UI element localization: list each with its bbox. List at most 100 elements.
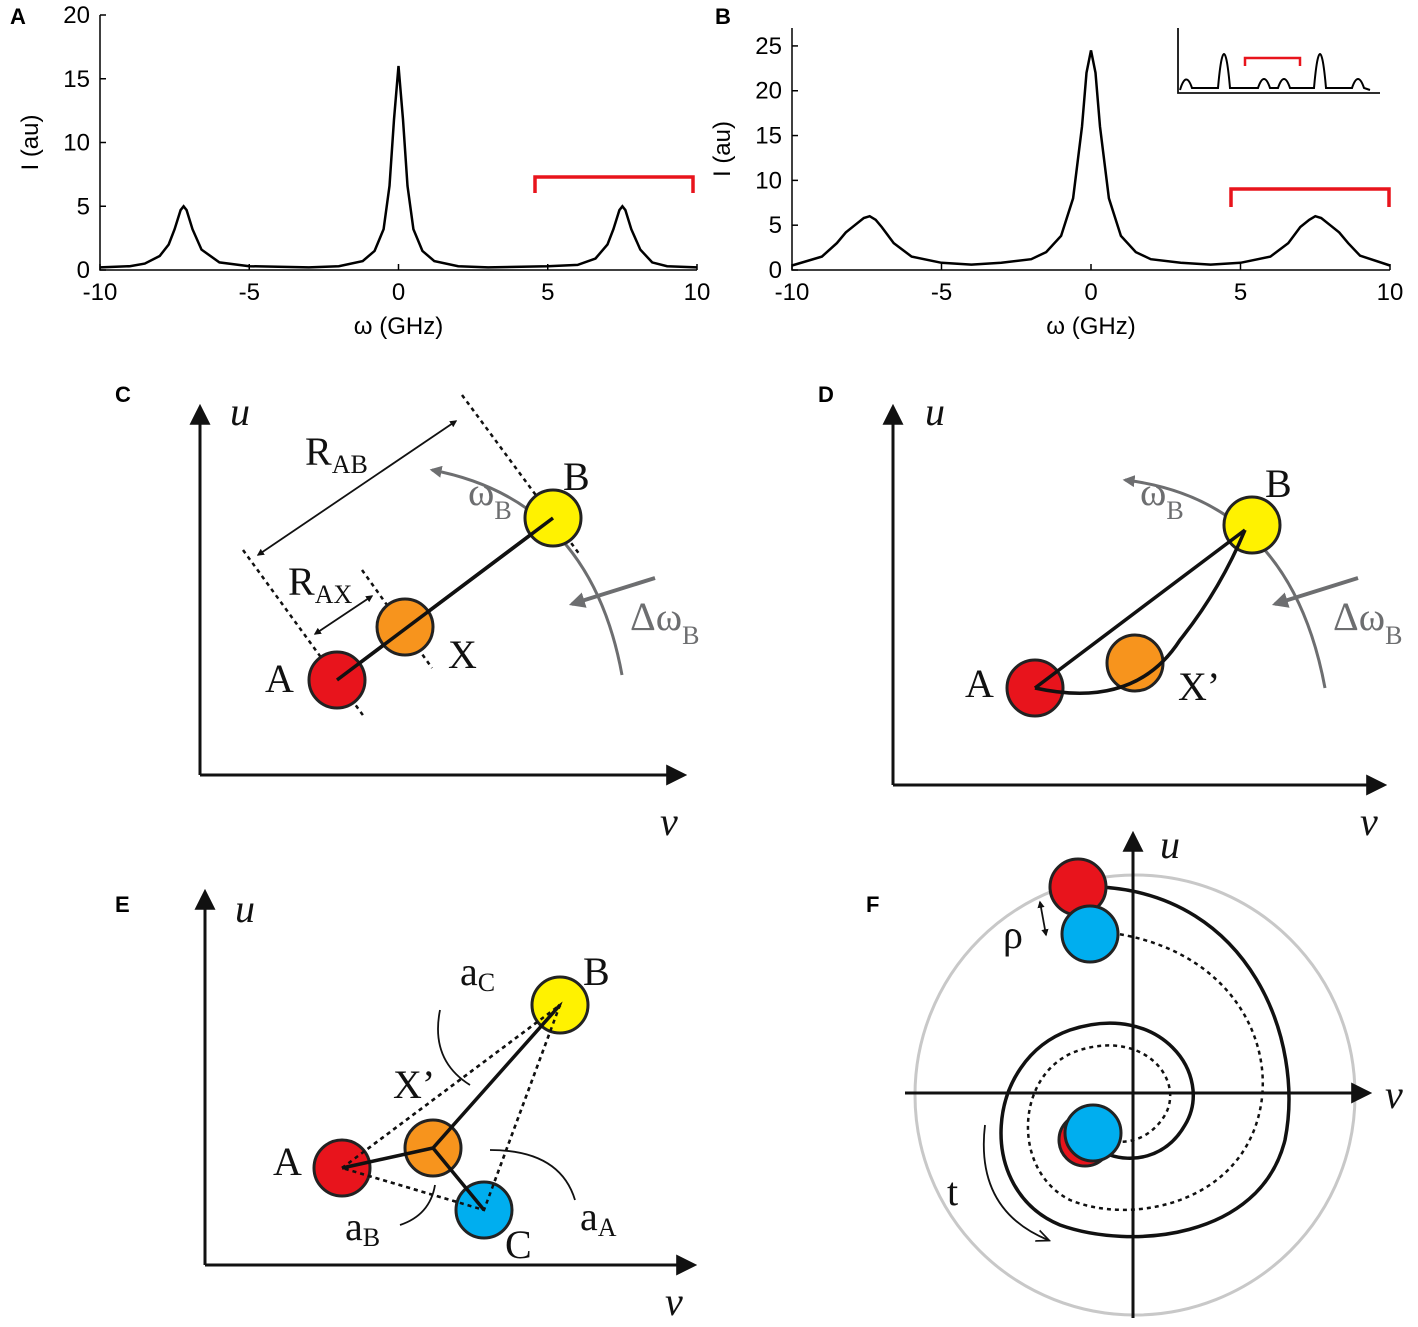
label-main: R [288,559,315,604]
axis-label: v [660,799,678,844]
y-tick-label: 25 [755,33,782,60]
panel-label: D [818,382,834,407]
axis-label: u [925,389,945,434]
x-tick-label: 5 [541,279,554,306]
atom-label: A [265,656,294,701]
label-sub: B [494,496,511,525]
chart: B 0 5 10 15 20 25 -10 -5 0 5 10 ω (GHz) I (au) [709,4,1403,340]
atom-label: A [965,661,994,706]
spectrum-line [791,50,1391,267]
y-tick-label: 5 [77,193,90,220]
label: aB [345,1204,380,1252]
spiral-dashed [1026,931,1265,1212]
label: ωB [468,469,512,525]
label: ΔωB [630,594,699,650]
label-main: ω [468,469,494,514]
panel-c: C u v RAB RAX ωB ΔωB A X B [115,382,699,844]
label: RAX [288,559,352,609]
distance-arrow [256,420,458,556]
label-main: ω [1140,469,1166,514]
x-tick-label: -5 [239,279,260,306]
dashed-triangle [339,1001,563,1212]
label: aC [460,949,495,997]
panel-label: A [10,4,26,29]
atom-label: B [583,949,610,994]
atom-label: X’ [1178,664,1220,709]
y-tick-label: 10 [63,130,90,157]
label-main: a [460,949,478,994]
bond [1033,528,1247,695]
atom-b [1222,495,1282,555]
chart: A 0 5 10 15 20 -10 -5 0 5 10 ω (GHz) I (au) [10,2,710,340]
dashed-triangle [339,1001,563,1212]
label-sub: A [598,1213,617,1242]
y-axis-label: I (au) [709,121,736,177]
x-tick-label: 10 [1377,279,1404,306]
y-tick-label: 5 [769,212,782,239]
label-sub: C [478,968,495,997]
x-tick-label: 5 [1234,279,1247,306]
y-tick-label: 0 [77,257,90,284]
label-sub: AX [315,580,353,609]
y-axis-label: I (au) [17,114,44,170]
label-sub: B [1385,621,1402,650]
spiral-solid [999,885,1291,1239]
x-tick-label: -5 [931,279,952,306]
panel-e: E u v aC aB aA A X’ B C [115,886,698,1324]
shift-arrow [568,576,656,608]
x-tick-label: 0 [1084,279,1097,306]
rho-arrow [1037,900,1049,937]
y-tick-label: 15 [63,66,90,93]
label-sub: B [682,621,699,650]
time-arrow [982,1124,1048,1240]
panel-f: F u v ρ t [866,822,1403,1318]
label: ωB [1140,469,1184,525]
panel-label: B [715,4,731,29]
shift-arrow [1271,576,1359,608]
x-tick-label: -10 [775,279,810,306]
atom-label: X [448,632,477,677]
axis-line [99,15,697,271]
atom-label: X’ [393,1062,435,1107]
axis-label: u [230,389,250,434]
atom-label: B [563,454,590,499]
panel-d: D u v ωB ΔωB A X’ B [818,382,1402,844]
x-axis-label: ω (GHz) [1046,313,1135,340]
axis-label: u [235,886,255,931]
y-tick-label: 10 [755,167,782,194]
bond [335,516,555,682]
label-main: Δω [630,594,682,639]
x-tick-label: 10 [684,279,711,306]
label-sub: B [1166,496,1183,525]
atom-blue [1063,1103,1123,1163]
x-tick-label: 0 [392,279,405,306]
x-axis-label: ω (GHz) [354,313,443,340]
label-sub: AB [332,450,368,479]
label-main: a [345,1204,363,1249]
axis-label: v [1385,1072,1403,1117]
panel-label: E [115,892,130,917]
axis-label: u [1160,822,1180,867]
red-bracket [1229,187,1391,207]
label-main: Δω [1333,594,1385,639]
label-main: a [580,1194,598,1239]
label: t [947,1169,958,1214]
inset [1177,28,1380,94]
label: ρ [1003,912,1023,957]
label: ΔωB [1333,594,1402,650]
axis-label: v [665,1279,683,1324]
x-tick-label: -10 [83,279,118,306]
panel-label: F [866,892,879,917]
panel-label: C [115,382,131,407]
atom-label: B [1265,461,1292,506]
atom-label: A [273,1139,302,1184]
red-bracket [533,175,695,193]
y-tick-label: 0 [769,257,782,284]
guide-lines [241,394,582,719]
bond [341,1003,562,1212]
y-tick-label: 20 [63,2,90,29]
label-sub: B [363,1223,380,1252]
distance-arrow [313,595,374,635]
y-tick-label: 15 [755,123,782,150]
